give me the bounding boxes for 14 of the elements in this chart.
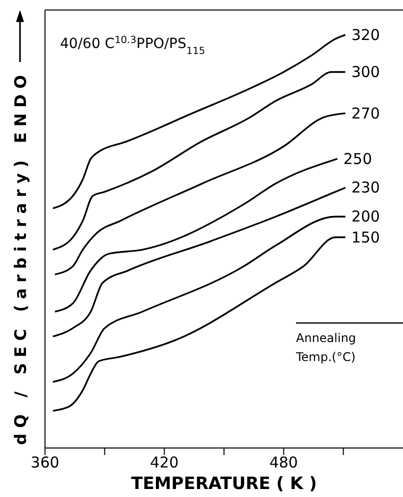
- chart-title: 40/60 C$^{10.3}$PPO/PS$_{115}$: [60, 34, 206, 56]
- series-label: 320: [351, 26, 380, 44]
- series-label: 250: [343, 150, 372, 168]
- x-tick-label: 360: [30, 454, 60, 472]
- legend-title: Annealing Temp.(°C): [295, 331, 356, 364]
- y-axis-title: dQ / SEC (arbitrary) ENDO: [11, 75, 30, 445]
- series-label: 300: [351, 62, 380, 81]
- x-tick-label: 420: [150, 454, 179, 472]
- series-label: 150: [351, 228, 380, 246]
- x-axis-title: TEMPERATURE ( K ): [131, 474, 317, 494]
- series-label: 230: [351, 178, 380, 197]
- x-tick-label: 480: [269, 454, 298, 472]
- series-label: 270: [351, 104, 380, 122]
- series-label: 200: [351, 208, 380, 226]
